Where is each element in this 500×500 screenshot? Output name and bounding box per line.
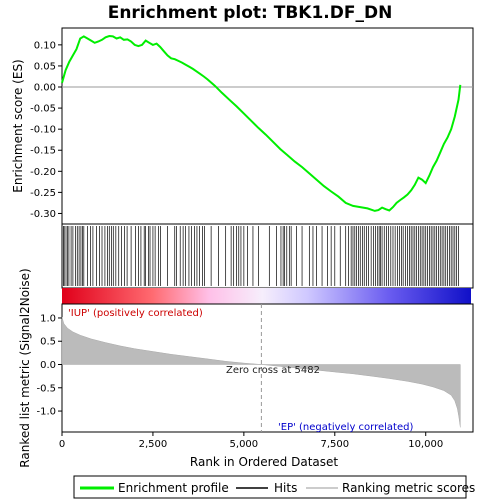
zero-cross-label: Zero cross at 5482 (226, 365, 320, 376)
negative-correlation-label: 'EP' (negatively correlated) (278, 422, 413, 433)
legend: Enrichment profile Hits Ranking metric s… (73, 475, 475, 499)
rank-y-ticks: 1.0 0.5 0.0 -0.5 -1.0 (36, 313, 62, 418)
rank-y-label: Ranked list metric (Signal2Noise) (18, 268, 32, 467)
es-y-tick-label: -0.20 (30, 167, 56, 178)
rank-y-tick-label: 0.0 (40, 360, 56, 371)
ranking-color-bar (62, 288, 471, 304)
es-y-tick-label: -0.15 (30, 146, 56, 157)
rank-x-tick-label: 5,000 (230, 439, 259, 450)
rank-y-tick-label: -0.5 (36, 383, 56, 394)
rank-y-tick-label: 1.0 (40, 313, 56, 324)
rank-x-tick-label: 10,000 (408, 439, 443, 450)
rank-x-label: Rank in Ordered Dataset (190, 455, 338, 469)
ranked-metric-panel: 1.0 0.5 0.0 -0.5 -1.0 0 2,500 5,000 7,500 10,000… (18, 268, 474, 469)
rank-x-tick-label: 0 (59, 439, 65, 450)
legend-label-ranking: Ranking metric scores (342, 481, 475, 495)
es-y-tick-label: 0.00 (34, 83, 56, 94)
es-y-ticks: 0.10 0.05 0.00 -0.05 -0.10 -0.15 -0.20 -0.25 -0.… (30, 40, 62, 220)
positive-correlation-label: 'IUP' (positively correlated) (68, 308, 203, 319)
enrichment-profile-line (61, 34, 462, 212)
legend-label-enrichment: Enrichment profile (118, 481, 229, 495)
color-bar-fill (62, 288, 471, 304)
rank-x-tick-label: 7,500 (320, 439, 349, 450)
es-y-tick-label: -0.05 (30, 104, 56, 115)
es-y-tick-label: 0.05 (34, 61, 56, 72)
legend-box (73, 475, 467, 499)
es-y-tick-label: 0.10 (34, 40, 56, 51)
rank-y-tick-label: 0.5 (40, 337, 56, 348)
enrichment-score-panel: 0.10 0.05 0.00 -0.05 -0.10 -0.15 -0.20 -0.25 -0.… (11, 27, 474, 225)
legend-label-hits: Hits (274, 481, 297, 495)
rank-x-tick-label: 2,500 (139, 439, 168, 450)
rank-y-tick-label: -1.0 (36, 407, 56, 418)
rank-x-ticks: 0 2,500 5,000 7,500 10,000 (59, 432, 443, 450)
es-panel-frame (61, 27, 474, 225)
es-y-tick-label: -0.25 (30, 188, 56, 199)
hits-panel-frame (61, 223, 474, 289)
es-y-tick-label: -0.30 (30, 209, 56, 220)
hit-lines (63, 226, 459, 286)
es-y-tick-label: -0.10 (30, 125, 56, 136)
es-y-label: Enrichment score (ES) (11, 59, 25, 192)
chart-title: Enrichment plot: TBK1.DF_DN (108, 3, 393, 23)
ranking-metric-area (61, 316, 461, 428)
hits-panel (61, 223, 474, 289)
